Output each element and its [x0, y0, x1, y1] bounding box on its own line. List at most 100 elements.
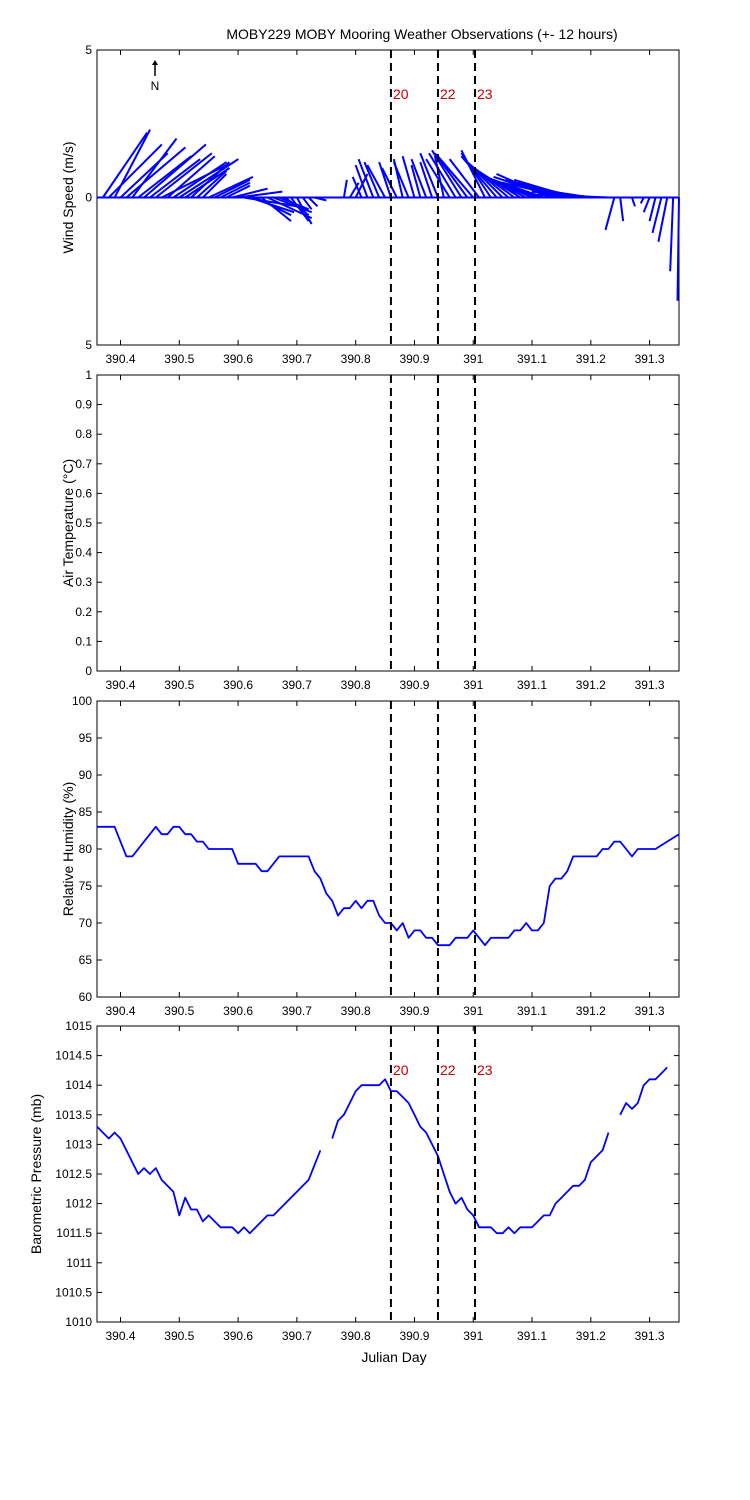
y-tick-label: 60 — [79, 990, 93, 1004]
y-tick-label: 1012 — [65, 1197, 92, 1211]
x-tick-label: 390.9 — [399, 678, 429, 692]
wind-stick — [202, 173, 228, 199]
wind-stick — [149, 158, 201, 199]
wind-stick — [366, 164, 386, 198]
wind-stick — [172, 161, 228, 199]
humidity-axes-frame — [96, 700, 680, 998]
y-tick-label: 95 — [79, 731, 93, 745]
north-arrowhead-icon — [152, 60, 158, 65]
x-tick-label: 390.8 — [341, 1004, 371, 1018]
x-tick-label: 390.4 — [105, 1004, 135, 1018]
x-tick-label: 391.3 — [635, 352, 665, 366]
x-tick-label: 390.5 — [164, 1329, 194, 1343]
panels-group: 390.4 390.5 390.6 390.7 390.8 390.9 391 391.1 39… — [28, 43, 680, 1343]
x-tick-label: 391 — [463, 678, 483, 692]
wind-stick — [208, 175, 254, 199]
marker-label: 22 — [440, 1062, 456, 1078]
y-tick-label: 0.1 — [75, 634, 92, 648]
x-tick-label: 391 — [463, 352, 483, 366]
wind-stick — [604, 197, 616, 231]
wind-stick — [155, 152, 213, 199]
wind-stick — [401, 155, 416, 198]
wind-stick — [669, 197, 675, 272]
wind-stick — [273, 196, 313, 214]
y-tick-label: 70 — [79, 916, 93, 930]
wind-stick — [290, 196, 310, 222]
wind-stick — [108, 143, 163, 199]
y-tick-label: 80 — [79, 842, 93, 856]
wind-stick — [190, 161, 231, 199]
x-tick-label: 390.4 — [105, 678, 135, 692]
wind-stick — [351, 176, 363, 198]
wind-stick — [481, 175, 539, 199]
x-tick-label: 391.1 — [517, 1004, 547, 1018]
wind-stick — [113, 129, 151, 198]
x-tick-label: 391.2 — [576, 1329, 606, 1343]
y-tick-label: 0 — [85, 664, 92, 678]
y-tick-label: 85 — [79, 805, 93, 819]
y-tick-label: 1014 — [65, 1078, 92, 1092]
marker-label: 20 — [393, 86, 409, 102]
y-tick-label: 0.5 — [75, 516, 92, 530]
x-tick-label: 390.4 — [105, 1329, 135, 1343]
wind-stick — [419, 161, 434, 198]
x-tick-label: 391.3 — [635, 1329, 665, 1343]
x-tick-label: 391 — [463, 1004, 483, 1018]
y-tick-label: 5 — [85, 43, 92, 57]
panel-wind: 390.4 390.5 390.6 390.7 390.8 390.9 391 391.1 39… — [60, 43, 680, 366]
wind-stick — [437, 155, 475, 199]
wind-stick — [410, 164, 422, 198]
wind-stick — [648, 197, 657, 222]
x-tick-label: 390.9 — [399, 352, 429, 366]
wind-stick — [137, 155, 192, 199]
wind-stick — [619, 197, 625, 222]
x-axis-label: Julian Day — [361, 1349, 426, 1365]
wind-y-axis-label: Wind Speed (m/s) — [60, 141, 76, 253]
airtemp-axes-frame — [96, 374, 680, 672]
humidity-trace — [97, 825, 680, 947]
wind-stick — [314, 196, 327, 202]
wind-stick — [381, 167, 398, 198]
wind-stick — [301, 196, 313, 210]
wind-stick — [378, 161, 392, 198]
humidity-y-axis-label: Relative Humidity (%) — [60, 782, 76, 917]
y-tick-label: 0 — [85, 191, 92, 205]
wind-stick — [354, 164, 369, 198]
y-tick-label: 0.3 — [75, 575, 92, 589]
y-tick-label: 0.8 — [75, 427, 92, 441]
panel-humidity: 390.4 390.5 390.6 390.7 390.8 390.9 391 391.1 39… — [60, 694, 680, 1018]
x-tick-label: 390.9 — [399, 1329, 429, 1343]
x-tick-label: 391.2 — [576, 1004, 606, 1018]
wind-stick — [448, 158, 480, 199]
wind-stick — [237, 190, 283, 199]
x-tick-label: 390.7 — [282, 1329, 312, 1343]
wind-stick — [220, 181, 251, 199]
x-tick-label: 390.5 — [164, 678, 194, 692]
wind-stick — [214, 178, 251, 199]
wind-stick — [102, 132, 148, 199]
marker-label: 23 — [477, 86, 493, 102]
y-tick-label: 1012.5 — [55, 1167, 92, 1181]
north-label: N — [151, 79, 160, 93]
panel-pressure: 390.4 390.5 390.6 390.7 390.8 390.9 391 391.1 39… — [28, 1019, 680, 1343]
wind-stick — [639, 197, 645, 204]
wind-stick — [651, 197, 663, 234]
wind-stick — [231, 187, 268, 199]
pressure-axes-frame — [96, 1025, 680, 1323]
wind-stick — [425, 158, 451, 199]
x-tick-label: 391.3 — [635, 678, 665, 692]
x-tick-label: 390.7 — [282, 352, 312, 366]
wind-stick — [296, 197, 313, 225]
y-tick-label: 1013.5 — [55, 1108, 92, 1122]
x-tick-label: 391.2 — [576, 352, 606, 366]
y-tick-label: 1015 — [65, 1019, 92, 1033]
panel-airtemp: 390.4 390.5 390.6 390.7 390.8 390.9 391 391.1 39… — [60, 368, 680, 692]
marker-label: 20 — [393, 1062, 409, 1078]
wind-stick — [657, 197, 669, 242]
y-tick-label: 90 — [79, 768, 93, 782]
y-tick-label: 65 — [79, 953, 93, 967]
y-tick-label: 1011.5 — [56, 1226, 92, 1240]
x-tick-label: 390.8 — [341, 1329, 371, 1343]
x-tick-label: 391.2 — [576, 678, 606, 692]
